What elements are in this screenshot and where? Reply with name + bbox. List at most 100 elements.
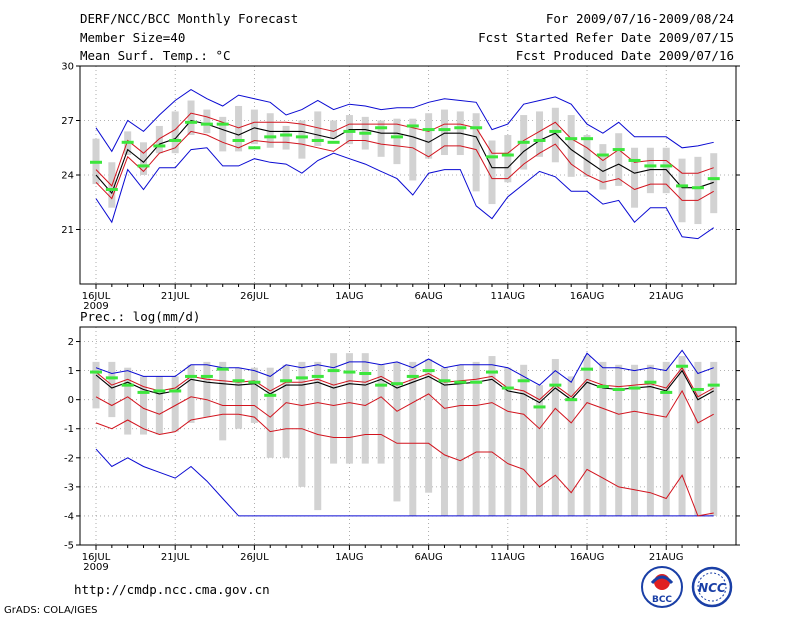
temp-box (282, 125, 290, 150)
prec-xtick-label: 26JUL (240, 552, 269, 563)
temp-box (409, 118, 417, 181)
prec-box (440, 367, 448, 516)
temp-box (425, 113, 433, 159)
prec-box (140, 376, 148, 435)
prec-obs-marker (232, 379, 245, 383)
prec-xtick-label: 1AUG (335, 552, 363, 563)
temp-box (710, 153, 718, 214)
temp-ytick-label: 27 (61, 116, 74, 127)
temp-xtick-label: 1AUG (335, 291, 363, 302)
temp-box (155, 125, 163, 154)
temp-obs-marker (438, 128, 451, 132)
temp-xtick-label: 21AUG (649, 291, 684, 302)
prec-obs-marker (438, 379, 451, 383)
prec-obs-marker (596, 385, 609, 389)
prec-obs-marker (676, 364, 689, 368)
temp-box (472, 113, 480, 192)
temp-box (536, 111, 544, 157)
prec-box (314, 361, 322, 511)
prec-obs-marker (216, 367, 229, 371)
ncc-logo: NCC (691, 566, 733, 608)
prec-obs-marker (295, 376, 308, 380)
temp-box (567, 115, 575, 177)
prec-ytick-label: -1 (64, 424, 74, 435)
prec-box (488, 356, 496, 516)
temp-obs-marker (90, 160, 102, 164)
prec-box (219, 361, 227, 441)
prec-box (456, 364, 464, 516)
temp-box (615, 133, 623, 186)
prec-obs-marker (359, 372, 372, 376)
prec-obs-marker (185, 374, 198, 378)
temp-box (551, 107, 559, 163)
temp-obs-marker (200, 122, 213, 126)
prec-box (615, 364, 623, 516)
prec-obs-marker (153, 389, 166, 393)
prec-obs-marker (565, 398, 578, 402)
temp-obs-marker (581, 137, 594, 141)
prec-obs-marker (90, 370, 102, 374)
member-size-label: Member Size=40 (80, 30, 186, 45)
prec-box (330, 353, 338, 464)
prec-ytick-label: 2 (68, 337, 74, 348)
temp-upper-sd-line (95, 112, 714, 187)
prec-obs-marker (327, 369, 340, 373)
temp-xtick-label: 16JUL (82, 291, 111, 302)
prec-xtick-label: 21AUG (649, 552, 684, 563)
temp-box (504, 135, 512, 183)
temp-xtick-label: 6AUG (414, 291, 442, 302)
prec-obs-marker (549, 383, 562, 387)
prec-xtick-label: 21JUL (161, 552, 190, 563)
temp-obs-marker (311, 138, 324, 142)
prec-obs-marker (660, 390, 673, 394)
temp-obs-marker (375, 126, 388, 130)
temp-obs-marker (612, 148, 625, 152)
temp-box (694, 156, 702, 225)
temp-box (250, 109, 258, 145)
prec-obs-marker (137, 390, 150, 394)
prec-obs-marker (517, 379, 530, 383)
prec-ytick-label: 1 (68, 366, 74, 377)
prec-ytick-label: -2 (64, 453, 74, 464)
temp-obs-marker (105, 188, 118, 192)
temp-obs-marker (501, 153, 514, 157)
prec-lower-sd-line (95, 389, 714, 430)
temperature-panel: 30 27 24 21 16JUL 21JUL 26JUL 1AUG 6AUG 11AUG 16AU… (61, 62, 740, 312)
temp-obs-marker (485, 155, 498, 159)
temp-obs-marker (248, 146, 261, 150)
prec-box (155, 376, 163, 435)
temp-obs-marker (533, 138, 546, 142)
ncc-logo-text: NCC (698, 581, 726, 595)
temp-box (678, 158, 686, 223)
temp-obs-marker (169, 138, 182, 142)
temp-obs-marker (517, 140, 530, 144)
prec-obs-marker (264, 393, 277, 397)
website-url[interactable]: http://cmdp.ncc.cma.gov.cn (74, 582, 270, 597)
temp-obs-marker (676, 184, 689, 188)
temp-obs-marker (565, 137, 578, 141)
prec-box (425, 358, 433, 493)
temp-obs-marker (327, 140, 340, 144)
temp-box (393, 118, 401, 165)
temp-box (599, 144, 607, 190)
prec-obs-marker (248, 380, 261, 384)
temp-lower-sd-line (95, 130, 714, 201)
prec-obs-marker (470, 380, 483, 384)
prec-box (662, 361, 670, 516)
prec-box (551, 358, 559, 516)
prec-ytick-label: 0 (68, 395, 74, 406)
temp-min-line (95, 147, 714, 240)
temp-box (330, 120, 338, 139)
prec-lower-2sd-line (95, 413, 714, 517)
prec-box (520, 364, 528, 516)
temp-obs-marker (406, 124, 419, 128)
temp-box (646, 147, 654, 194)
prec-obs-marker (406, 374, 419, 378)
prec-xtick-label: 11AUG (491, 552, 526, 563)
prec-box (108, 361, 116, 418)
prec-box (203, 361, 211, 418)
prec-min-line (95, 448, 714, 517)
temp-obs-marker (707, 177, 720, 181)
temp-obs-marker (264, 135, 277, 139)
prec-upper-sd-line (95, 366, 714, 401)
